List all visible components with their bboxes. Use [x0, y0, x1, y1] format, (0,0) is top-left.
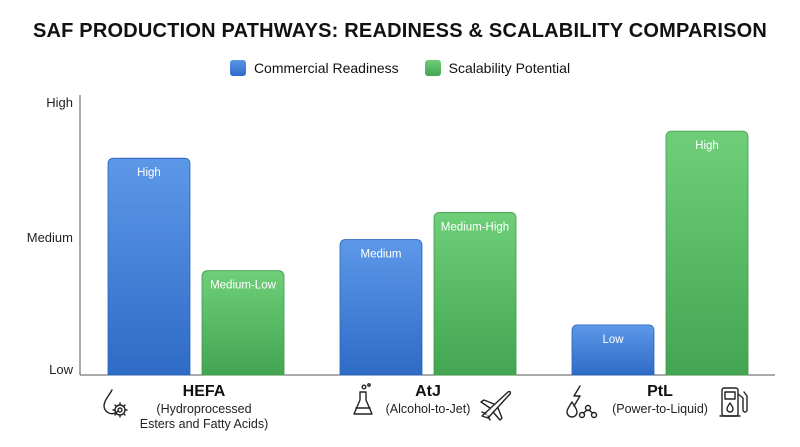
legend-swatch-scalability: [424, 60, 441, 76]
power-molecule-icon: [566, 385, 598, 419]
bar-data-label: Medium: [361, 249, 402, 261]
droplet-gear-icon: [103, 389, 128, 418]
y-tick-label-high: High: [46, 95, 73, 110]
category-sublabel: (Power-to-Liquid): [612, 402, 708, 416]
fuel-pump-icon: [719, 387, 748, 417]
y-tick-label-medium: Medium: [27, 230, 73, 245]
legend-label-scalability: Scalability Potential: [448, 60, 571, 76]
bar-data-label: Medium-Low: [210, 280, 277, 292]
category-label-hefa: HEFA: [183, 383, 226, 400]
legend-item-readiness: Commercial Readiness: [229, 60, 399, 76]
category-label-atj: AtJ: [415, 383, 441, 400]
airplane-icon: [480, 390, 512, 421]
chart-title: SAF PRODUCTION PATHWAYS: READINESS & SCA…: [32, 20, 768, 42]
bar-data-label: High: [695, 140, 719, 152]
legend-item-scalability: Scalability Potential: [424, 60, 571, 76]
category-sublabel: Esters and Fatty Acids): [140, 417, 269, 431]
bar-data-label: Medium-High: [441, 221, 509, 233]
category-sublabel: (Hydroprocessed: [156, 402, 251, 416]
y-tick-label-low: Low: [49, 362, 73, 377]
bar-ptl-readiness: [571, 324, 655, 376]
bar-data-label: Low: [602, 334, 624, 346]
bar-hefa-scalability: [201, 270, 285, 376]
bar-atj-readiness: [339, 239, 423, 376]
legend: Commercial Readiness Scalability Potenti…: [0, 60, 800, 76]
bar-atj-scalability: [433, 212, 517, 376]
legend-label-readiness: Commercial Readiness: [253, 60, 399, 76]
category-label-ptl: PtL: [647, 383, 673, 400]
legend-swatch-readiness: [229, 60, 246, 76]
bar-data-label: High: [137, 167, 161, 179]
category-sublabel: (Alcohol-to-Jet): [386, 402, 471, 416]
bar-hefa-readiness: [107, 157, 191, 376]
bar-ptl-scalability: [665, 130, 749, 376]
flask-icon: [353, 383, 373, 415]
